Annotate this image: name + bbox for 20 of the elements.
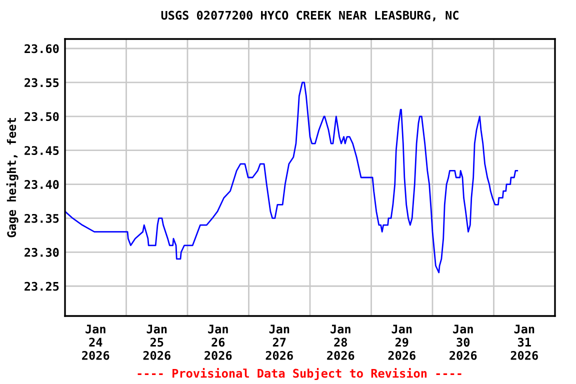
x-tick-label: Jan 25 2026 <box>143 324 170 360</box>
x-tick-label: Jan 26 2026 <box>204 324 232 360</box>
text: ---- Provisional Data Subject to Revision ---- <box>138 368 462 380</box>
x-tick-label: Jan 31 2026 <box>510 324 538 360</box>
x-tick-label: Jan 27 2026 <box>266 324 293 360</box>
x-tick-label: Jan 24 2026 <box>82 324 110 360</box>
y-tick-label: 23.25 <box>24 282 59 291</box>
y-tick-label: 23.60 <box>24 44 59 54</box>
y-tick-label: 23.55 <box>24 78 59 88</box>
x-tick-label: Jan 29 2026 <box>388 324 416 360</box>
y-tick-label: 23.35 <box>24 214 59 223</box>
x-tick-label: Jan 30 2026 <box>450 324 477 360</box>
x-tick-label: Jan 28 2026 <box>327 324 354 360</box>
y-tick-label: 23.30 <box>24 248 59 257</box>
y-tick-label: 23.45 <box>24 146 59 155</box>
line-series <box>65 82 518 274</box>
chart-title: USGS 02077200 HYCO CREEK NEAR LEASBURG, NC <box>161 10 458 22</box>
y-axis-title: Gage height, feet <box>6 118 18 238</box>
y-tick-label: 23.50 <box>24 112 59 122</box>
y-tick-label: 23.40 <box>24 180 59 189</box>
